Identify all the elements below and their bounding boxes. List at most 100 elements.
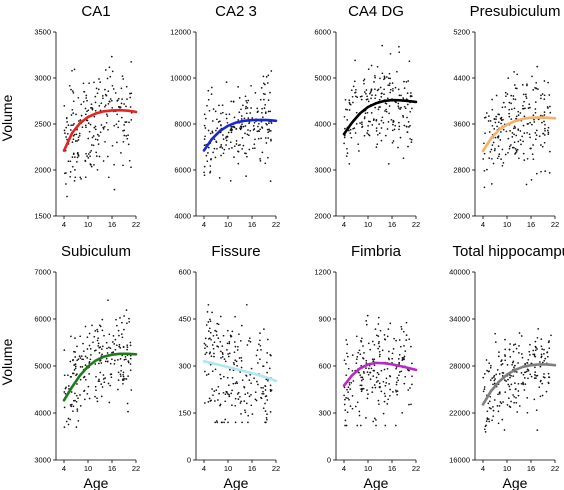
ca1-data-point: [72, 124, 74, 126]
total-hippocampus-data-point: [485, 359, 488, 361]
presubiculum-data-point: [521, 135, 524, 138]
total-hippocampus-data-point: [536, 429, 539, 431]
presubiculum-data-point: [525, 95, 527, 98]
ca2-3-data-point: [216, 127, 219, 130]
ca1-data-point: [101, 95, 104, 97]
fissure-data-point: [204, 347, 206, 350]
total-hippocampus-data-point: [518, 405, 521, 407]
ca1-data-point: [123, 103, 125, 105]
presubiculum-data-point: [512, 146, 515, 149]
ca2-3-data-point: [220, 112, 222, 115]
ca1-data-point: [69, 160, 72, 163]
fissure-data-point: [239, 395, 241, 398]
ca1-ytick-label: 2500: [34, 120, 51, 129]
fissure-data-point: [266, 352, 269, 354]
subiculum-data-point: [69, 404, 72, 406]
fimbria-data-point: [405, 321, 408, 324]
total-hippocampus-data-point: [499, 401, 502, 403]
fissure-data-point: [216, 345, 218, 347]
fimbria-data-point: [345, 374, 348, 377]
fissure-data-point: [208, 338, 210, 340]
ca1-data-point: [78, 120, 80, 122]
ca2-3-data-point: [247, 134, 250, 137]
ca2-3-data-point: [245, 175, 247, 177]
total-hippocampus-data-point: [500, 364, 503, 366]
fissure-data-point: [229, 368, 231, 371]
total-hippocampus-data-point: [518, 332, 521, 334]
presubiculum-data-point: [500, 116, 503, 119]
total-hippocampus-data-point: [527, 377, 529, 380]
ca1-data-point: [85, 94, 88, 97]
ca4-dg-data-point: [357, 143, 360, 146]
total-hippocampus-data-point: [541, 382, 544, 385]
fimbria-data-point: [367, 393, 369, 395]
fimbria-data-point: [370, 367, 373, 370]
presubiculum-data-point: [535, 134, 538, 137]
presubiculum-data-point: [501, 164, 504, 167]
total-hippocampus-data-point: [486, 417, 489, 419]
fissure-data-point: [234, 359, 237, 362]
ca1-data-point: [122, 164, 124, 167]
fimbria-data-point: [343, 386, 346, 389]
total-hippocampus-data-point: [488, 420, 491, 423]
ca2-3-data-point: [235, 127, 238, 130]
ca4-dg-data-point: [410, 141, 413, 143]
ca1-data-point: [67, 124, 70, 126]
total-hippocampus-data-point: [541, 394, 544, 397]
presubiculum-data-point: [497, 121, 500, 124]
fimbria-data-point: [411, 375, 413, 378]
ca1-data-point: [99, 131, 102, 134]
fissure-data-point: [268, 367, 271, 370]
subiculum-data-point: [114, 348, 117, 351]
subiculum-data-point: [95, 375, 97, 378]
ca4-dg-data-point: [361, 123, 363, 126]
ca2-3-data-point: [230, 100, 233, 103]
subiculum-data-point: [129, 341, 132, 344]
fimbria-data-point: [363, 352, 365, 354]
total-hippocampus-data-point: [522, 383, 525, 386]
fimbria-data-point: [351, 369, 354, 372]
ca4-dg-data-point: [376, 133, 379, 136]
fimbria-data-point: [351, 354, 354, 356]
ca2-3-data-point: [206, 160, 209, 163]
ca4-dg-data-point: [351, 95, 354, 98]
ca2-3-data-point: [223, 148, 226, 151]
presubiculum-ytick-label: 2800: [453, 166, 470, 175]
fissure-data-point: [212, 347, 215, 350]
subiculum-data-point: [65, 420, 68, 423]
presubiculum-data-point: [507, 137, 510, 140]
ca4-dg-data-point: [363, 116, 366, 118]
total-hippocampus-data-point: [544, 357, 547, 360]
ca4-dg-data-point: [369, 120, 371, 123]
presubiculum-data-point: [517, 140, 520, 143]
ca4-dg-data-point: [371, 124, 374, 126]
ca1-data-point: [73, 123, 75, 125]
ca2-3-data-point: [225, 144, 227, 146]
ca2-3-data-point: [257, 110, 259, 113]
ca4-dg-data-point: [380, 127, 383, 129]
ca2-3-data-point: [241, 137, 244, 139]
ca2-3-data-point: [226, 135, 229, 138]
presubiculum-data-point: [513, 141, 516, 144]
presubiculum-data-point: [535, 81, 538, 84]
fimbria-data-point: [360, 379, 363, 382]
fimbria-data-point: [401, 359, 404, 361]
ca1-data-point: [109, 98, 112, 100]
subiculum-data-point: [125, 378, 128, 380]
subiculum-data-point: [77, 397, 79, 400]
fimbria-data-point: [357, 351, 360, 354]
fissure-data-point: [269, 411, 272, 413]
subiculum-data-point: [64, 392, 67, 395]
presubiculum-data-point: [491, 157, 493, 160]
fissure-data-point: [213, 341, 216, 344]
total-hippocampus-data-point: [484, 431, 487, 433]
total-hippocampus-ytick-label: 28000: [449, 362, 470, 371]
ca4-dg-data-point: [383, 78, 385, 81]
subiculum-data-point: [115, 318, 117, 321]
fimbria-data-point: [369, 371, 371, 374]
ca1-data-point: [91, 107, 94, 110]
fissure-data-point: [217, 399, 219, 401]
fimbria-data-point: [372, 420, 375, 423]
fissure-data-point: [210, 338, 212, 341]
presubiculum-data-point: [493, 118, 496, 120]
